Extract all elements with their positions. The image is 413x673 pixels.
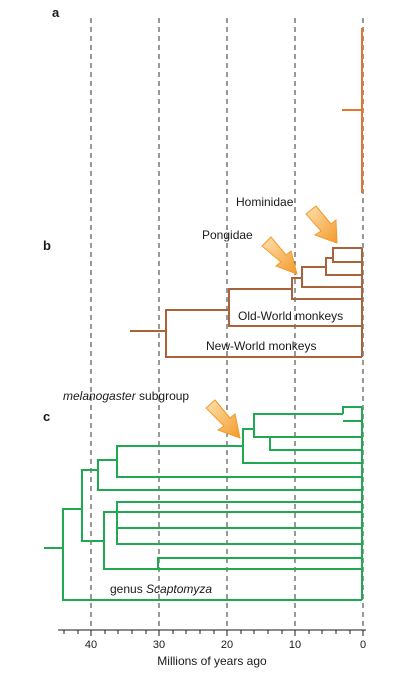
label-scaptomyza-italic: Scaptomyza [146, 582, 212, 596]
time-axis [58, 629, 366, 636]
tick-label-30: 30 [153, 639, 165, 651]
tree-a [342, 28, 363, 193]
label-pongidae: Pongidae [202, 228, 253, 242]
tick-label-10: 10 [289, 639, 301, 651]
tree-c [44, 406, 363, 601]
arrow-melanogaster [205, 399, 241, 439]
time-gridlines [90, 18, 364, 628]
label-old-world-monkeys: Old-World monkeys [238, 309, 343, 323]
label-hominidae: Hominidae [236, 195, 294, 209]
label-new-world-monkeys: New-World monkeys [206, 339, 316, 353]
label-melanogaster-subgroup: melanogaster subgroup [63, 389, 189, 403]
axis-title: Millions of years ago [157, 654, 267, 668]
arrow-hominidae [305, 205, 338, 244]
panel-label-b: b [43, 238, 51, 253]
label-melanogaster-rest: subgroup [136, 389, 190, 403]
label-melanogaster-italic: melanogaster [63, 389, 137, 403]
tick-label-20: 20 [221, 639, 233, 651]
tick-label-40: 40 [85, 639, 97, 651]
tick-label-0: 0 [360, 639, 366, 651]
arrow-pongidae [261, 236, 298, 275]
panel-label-a: a [52, 5, 60, 20]
label-genus-prefix: genus [110, 582, 146, 596]
panel-label-c: c [43, 409, 50, 424]
tree-b [130, 247, 363, 358]
label-genus-scaptomyza: genus Scaptomyza [110, 582, 212, 596]
